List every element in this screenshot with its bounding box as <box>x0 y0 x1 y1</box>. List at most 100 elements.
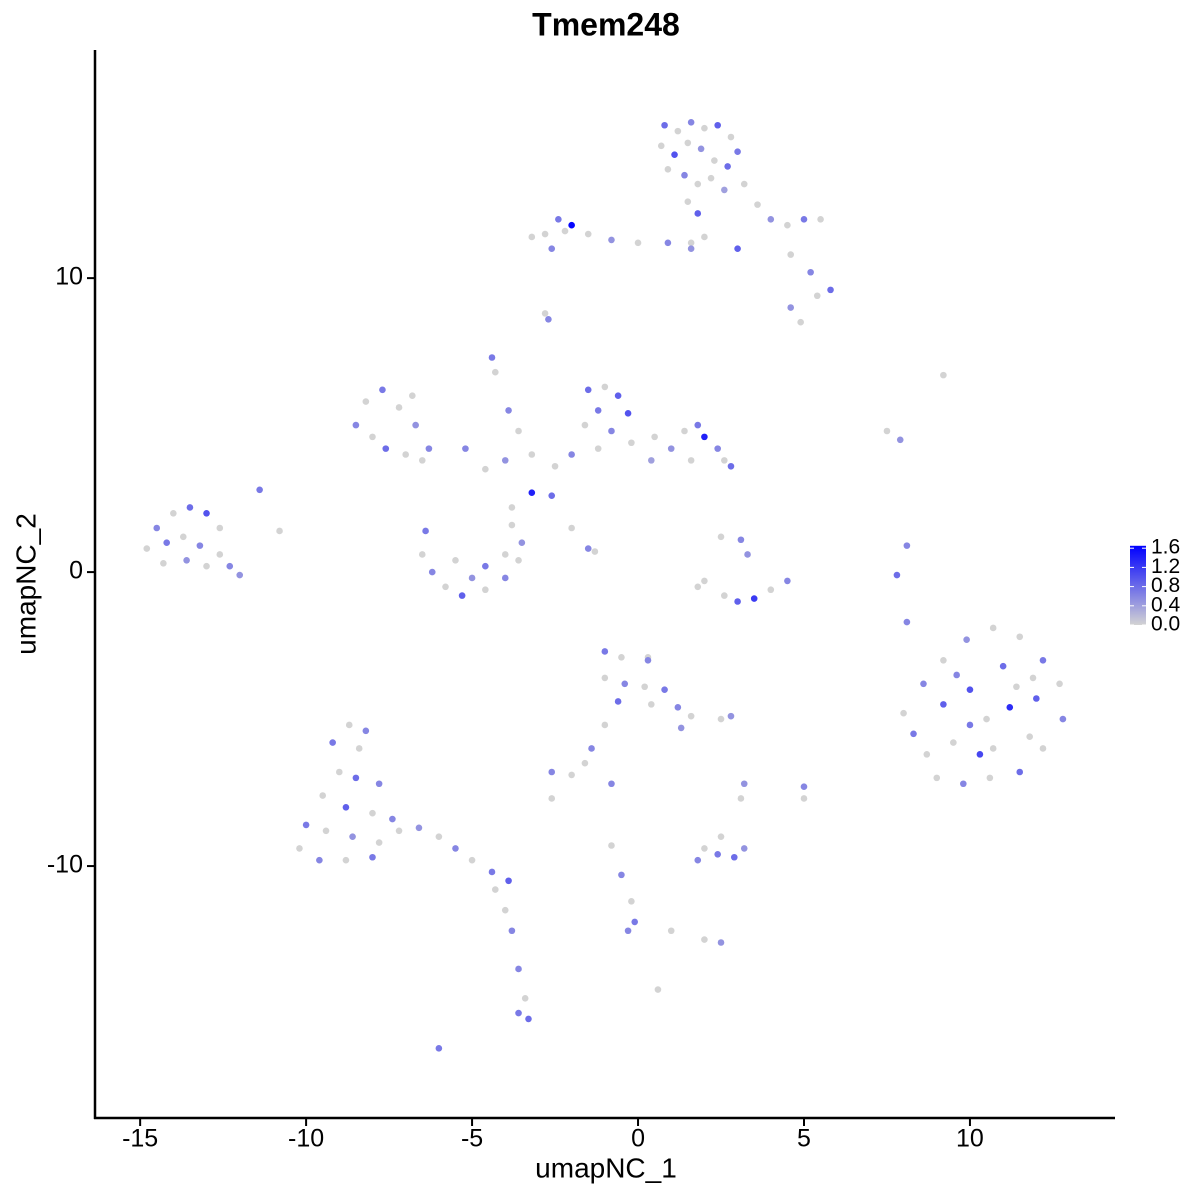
cell-point <box>628 439 635 447</box>
cell-point <box>784 577 791 585</box>
cell-point <box>654 986 662 993</box>
cell-point <box>667 927 675 935</box>
cell-point <box>329 739 336 746</box>
cell-point <box>787 251 795 258</box>
cell-point <box>608 842 615 849</box>
x-tick-label: 0 <box>631 1125 645 1153</box>
cell-point <box>425 445 433 452</box>
cell-point <box>694 180 702 188</box>
cell-point <box>734 245 741 253</box>
cell-point <box>1029 674 1037 682</box>
cell-point <box>717 715 725 723</box>
cell-point <box>1026 733 1033 741</box>
cell-point <box>1016 768 1024 776</box>
cell-point <box>687 119 695 126</box>
cell-point <box>581 759 589 767</box>
cell-point <box>581 421 589 429</box>
cell-point <box>999 662 1007 670</box>
cell-point <box>505 407 512 414</box>
cell-point <box>216 551 224 558</box>
cell-point <box>588 745 595 752</box>
cell-point <box>694 856 702 864</box>
cell-point <box>721 592 728 599</box>
cell-point <box>1033 695 1040 702</box>
cell-point <box>614 698 622 705</box>
cell-point <box>800 783 808 790</box>
cell-point <box>548 492 556 499</box>
cell-point <box>491 886 499 893</box>
cell-point <box>349 833 356 840</box>
cell-point <box>697 145 705 153</box>
cell-point <box>415 824 423 832</box>
cell-point <box>555 216 562 223</box>
x-tick-label: -10 <box>288 1125 324 1153</box>
cell-point <box>701 936 708 943</box>
cell-point <box>160 559 167 567</box>
cell-point <box>342 856 350 864</box>
cell-point <box>418 551 426 558</box>
cell-point <box>767 216 775 223</box>
cell-point <box>807 268 814 276</box>
cell-point <box>784 221 791 229</box>
cell-point <box>661 686 668 693</box>
cell-point <box>940 371 947 379</box>
cell-point <box>375 839 383 846</box>
cell-point <box>750 595 758 602</box>
x-tick-label: 5 <box>797 1125 811 1153</box>
cell-point <box>674 704 682 711</box>
cell-point <box>664 166 672 173</box>
cell-point <box>389 815 396 823</box>
cell-point <box>687 239 695 247</box>
cell-point <box>528 489 536 497</box>
cell-point <box>827 286 834 294</box>
cell-point <box>694 210 702 217</box>
cell-point <box>143 545 151 552</box>
cell-point <box>614 392 622 400</box>
cell-point <box>800 795 808 802</box>
cell-point <box>236 571 244 579</box>
cell-point <box>452 845 459 852</box>
cell-point <box>744 551 751 558</box>
y-tick-label: 0 <box>69 557 83 585</box>
cell-point <box>548 795 556 802</box>
cell-point <box>677 724 685 732</box>
cell-point <box>701 433 708 441</box>
x-tick-label: 10 <box>956 1125 984 1153</box>
cell-point <box>568 524 575 532</box>
cell-point <box>508 521 516 529</box>
cell-point <box>717 533 725 541</box>
cell-point <box>568 771 575 779</box>
cell-point <box>621 680 629 688</box>
cell-point <box>644 656 652 664</box>
cell-point <box>435 833 443 840</box>
cell-point <box>515 965 522 973</box>
cell-point <box>714 121 721 129</box>
cell-point <box>468 856 476 864</box>
cell-point <box>488 868 496 876</box>
cell-point <box>601 383 609 391</box>
cell-point <box>482 465 489 473</box>
cell-point <box>183 557 190 564</box>
cell-point <box>903 542 911 549</box>
cell-point <box>624 927 632 935</box>
cell-point <box>462 445 469 452</box>
cell-point <box>1039 656 1047 664</box>
cell-point <box>422 527 429 535</box>
cell-point <box>442 583 449 591</box>
cell-point <box>910 730 917 738</box>
cell-point <box>296 845 303 852</box>
cell-point <box>482 562 489 570</box>
cell-point <box>797 318 804 326</box>
cell-point <box>561 227 569 235</box>
cell-point <box>737 536 745 544</box>
cell-point <box>501 906 509 914</box>
cell-point <box>883 427 891 435</box>
cell-point <box>787 304 795 311</box>
cell-point <box>515 557 522 564</box>
cell-point <box>1016 633 1024 641</box>
cell-point <box>508 504 516 511</box>
cell-point <box>950 739 957 746</box>
cell-point <box>734 598 741 605</box>
cell-point <box>525 1015 532 1023</box>
cell-point <box>352 774 360 782</box>
